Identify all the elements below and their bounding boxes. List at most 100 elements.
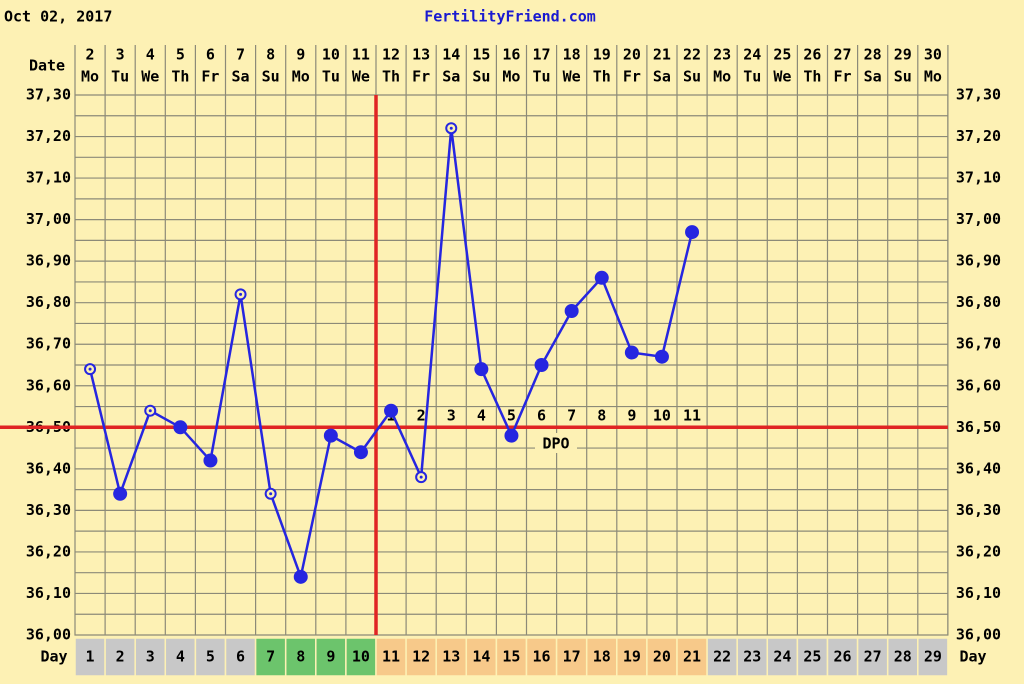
dpo-number: 6 xyxy=(537,407,546,425)
weekday-label: Fr xyxy=(412,68,430,86)
temperature-point xyxy=(353,445,368,460)
cycle-day-cell xyxy=(405,637,437,677)
cycle-day: 5 xyxy=(206,648,215,666)
y-tick-label-right: 36,80 xyxy=(956,293,1001,311)
weekday-label: We xyxy=(352,68,370,86)
date-label: 30 xyxy=(924,46,942,64)
weekday-label: Fr xyxy=(834,68,852,86)
cycle-day: 11 xyxy=(382,648,400,666)
temperature-point xyxy=(293,569,308,584)
weekday-label: Sa xyxy=(653,68,671,86)
date-label: 12 xyxy=(382,46,400,64)
dpo-number: 8 xyxy=(597,407,606,425)
cycle-day: 26 xyxy=(834,648,852,666)
weekday-label: Su xyxy=(894,68,912,86)
weekday-label: Fr xyxy=(201,68,219,86)
temperature-point xyxy=(654,349,669,364)
weekday-label: Th xyxy=(803,68,821,86)
date-label: 20 xyxy=(623,46,641,64)
weekday-label: Mo xyxy=(292,68,310,86)
y-tick-label-right: 36,60 xyxy=(956,376,1001,394)
date-label: 26 xyxy=(803,46,821,64)
cycle-day: 2 xyxy=(116,648,125,666)
dpo-number: 10 xyxy=(653,407,671,425)
cycle-day-cell xyxy=(826,637,859,677)
date-label: 18 xyxy=(563,46,581,64)
cycle-day-cell xyxy=(495,637,528,677)
cycle-day-cell xyxy=(585,637,618,677)
y-tick-label: 36,70 xyxy=(26,335,71,353)
cycle-day: 22 xyxy=(713,648,731,666)
date-label: 17 xyxy=(533,46,551,64)
cycle-day: 3 xyxy=(146,648,155,666)
dpo-number: 4 xyxy=(477,407,486,425)
weekday-label: Sa xyxy=(864,68,882,86)
cycle-day: 20 xyxy=(653,648,671,666)
y-tick-label-right: 37,10 xyxy=(956,169,1001,187)
y-tick-label-right: 36,10 xyxy=(956,584,1001,602)
cycle-day: 9 xyxy=(326,648,335,666)
y-tick-label: 37,10 xyxy=(26,169,71,187)
date-label: 7 xyxy=(236,46,245,64)
temperature-point xyxy=(474,362,489,377)
y-tick-label-right: 36,50 xyxy=(956,418,1001,436)
temperature-point xyxy=(594,270,609,285)
y-tick-label: 37,30 xyxy=(26,86,71,104)
cycle-day: 27 xyxy=(864,648,882,666)
cycle-day: 1 xyxy=(86,648,95,666)
cycle-day: 29 xyxy=(924,648,942,666)
y-tick-label: 36,80 xyxy=(26,293,71,311)
date-label: 8 xyxy=(266,46,275,64)
date-label: 10 xyxy=(322,46,340,64)
point-dot xyxy=(449,126,453,130)
date-label: 9 xyxy=(296,46,305,64)
cycle-day: 28 xyxy=(894,648,912,666)
y-tick-label: 36,90 xyxy=(26,252,71,270)
dpo-number: 9 xyxy=(627,407,636,425)
dpo-number: 2 xyxy=(417,407,426,425)
cycle-day-cell xyxy=(736,637,769,677)
weekday-label: Th xyxy=(171,68,189,86)
cycle-day: 4 xyxy=(176,648,185,666)
y-tick-label-right: 36,90 xyxy=(956,252,1001,270)
cycle-day: 14 xyxy=(472,648,490,666)
point-dot xyxy=(88,367,92,371)
cycle-day-cell xyxy=(134,637,167,677)
date-label: 16 xyxy=(502,46,520,64)
temperature-point xyxy=(173,420,188,435)
cycle-day-cell xyxy=(917,637,949,677)
weekday-label: Su xyxy=(262,68,280,86)
temperature-line xyxy=(88,128,694,582)
cycle-day-cell xyxy=(194,637,227,677)
weekday-label: We xyxy=(141,68,159,86)
temperature-point xyxy=(534,358,549,372)
cycle-day-cell xyxy=(375,637,407,677)
cycle-day-cell xyxy=(164,637,197,677)
weekday-label: Sa xyxy=(232,68,250,86)
temperature-point xyxy=(504,428,519,443)
date-label: 19 xyxy=(593,46,611,64)
y-tick-label: 36,40 xyxy=(26,459,71,477)
date-label: 13 xyxy=(412,46,430,64)
weekday-label: Mo xyxy=(713,68,731,86)
date-label: 28 xyxy=(864,46,882,64)
cycle-day-cell xyxy=(254,637,287,677)
date-label: 22 xyxy=(683,46,701,64)
date-label: 21 xyxy=(653,46,671,64)
cycle-day-cell xyxy=(104,637,136,677)
cycle-day: 24 xyxy=(773,648,791,666)
cycle-day-cell xyxy=(886,637,919,677)
weekday-label: Su xyxy=(472,68,490,86)
weekday-label: Mo xyxy=(81,68,99,86)
cycle-day: 12 xyxy=(412,648,430,666)
date-label: Date xyxy=(29,57,65,75)
day-label: Day xyxy=(40,648,67,666)
cycle-day-cell xyxy=(284,637,317,677)
temperature-point xyxy=(384,403,399,418)
cycle-day: 18 xyxy=(593,648,611,666)
temperature-point xyxy=(203,453,218,468)
y-tick-label: 36,20 xyxy=(26,542,71,560)
weekday-label: Th xyxy=(382,68,400,86)
y-tick-label-right: 36,00 xyxy=(956,626,1001,644)
